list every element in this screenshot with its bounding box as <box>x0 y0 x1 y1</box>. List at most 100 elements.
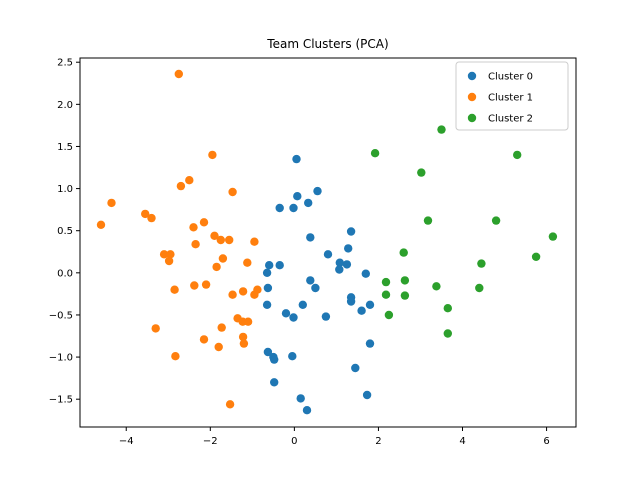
point-cluster-1-33 <box>217 323 226 332</box>
point-cluster-0-11 <box>342 260 352 269</box>
point-cluster-1-24 <box>170 285 179 294</box>
point-cluster-1-3 <box>176 181 186 191</box>
point-cluster-1-8 <box>199 218 209 227</box>
x-tick-label: −2 <box>203 436 218 447</box>
point-cluster-2-3 <box>417 168 426 177</box>
point-cluster-2-8 <box>531 252 541 261</box>
legend-label-1: Cluster 1 <box>488 93 533 104</box>
x-tick-label: −4 <box>119 436 134 447</box>
y-tick-label: 2.0 <box>57 100 73 111</box>
chart-title: Team Clusters (PCA) <box>266 37 388 51</box>
point-cluster-0-4 <box>275 203 284 213</box>
point-cluster-0-13 <box>275 261 284 270</box>
point-cluster-1-2 <box>185 176 194 185</box>
point-cluster-0-10 <box>335 258 344 267</box>
point-cluster-1-6 <box>141 209 150 219</box>
point-cluster-2-11 <box>400 276 410 285</box>
x-tick-label: 6 <box>543 436 549 447</box>
point-cluster-2-14 <box>381 290 391 299</box>
x-tick-label: 2 <box>375 436 381 447</box>
plot-frame <box>79 57 577 428</box>
point-cluster-0-32 <box>288 352 297 361</box>
point-cluster-2-4 <box>423 216 433 225</box>
point-cluster-2-7 <box>399 248 408 257</box>
point-cluster-1-26 <box>238 287 248 296</box>
point-cluster-0-37 <box>296 394 305 403</box>
x-tick-label: 4 <box>459 436 465 447</box>
point-cluster-1-11 <box>210 231 219 240</box>
point-cluster-1-9 <box>96 220 106 229</box>
point-cluster-1-5 <box>107 198 116 208</box>
point-cluster-0-15 <box>262 268 272 277</box>
point-cluster-0-12 <box>265 261 274 270</box>
point-cluster-2-12 <box>432 282 441 291</box>
point-cluster-1-27 <box>250 290 259 299</box>
point-cluster-1-39 <box>225 400 235 409</box>
point-cluster-0-23 <box>298 300 307 309</box>
point-cluster-1-37 <box>214 342 223 352</box>
point-cluster-0-24 <box>365 300 375 309</box>
point-cluster-0-19 <box>311 283 320 293</box>
point-cluster-0-18 <box>263 283 273 293</box>
point-cluster-1-22 <box>190 281 199 290</box>
point-cluster-1-1 <box>208 150 217 160</box>
point-cluster-2-18 <box>443 329 452 338</box>
legend-marker-0 <box>467 71 477 81</box>
point-cluster-1-16 <box>159 250 169 259</box>
point-cluster-0-9 <box>323 250 333 259</box>
point-cluster-0-0 <box>292 154 301 164</box>
y-tick-label: −0.5 <box>49 310 73 321</box>
point-cluster-0-38 <box>302 406 312 415</box>
point-cluster-1-13 <box>225 235 234 245</box>
point-cluster-1-15 <box>191 240 200 249</box>
point-cluster-1-38 <box>171 352 180 361</box>
legend-marker-1 <box>467 92 477 102</box>
point-cluster-1-32 <box>151 324 160 333</box>
point-cluster-0-8 <box>344 244 353 253</box>
point-cluster-0-21 <box>346 297 356 306</box>
point-cluster-0-1 <box>313 186 322 196</box>
point-cluster-1-28 <box>228 290 237 299</box>
point-cluster-0-22 <box>262 300 272 309</box>
point-cluster-2-13 <box>475 283 484 293</box>
point-cluster-1-14 <box>250 237 259 246</box>
point-cluster-0-29 <box>365 339 375 348</box>
point-cluster-0-34 <box>351 363 360 373</box>
point-cluster-0-26 <box>281 309 291 318</box>
point-cluster-0-35 <box>270 378 279 387</box>
point-cluster-2-1 <box>370 149 380 158</box>
y-tick-label: 1.5 <box>57 142 73 153</box>
point-cluster-1-21 <box>212 262 221 272</box>
point-cluster-1-10 <box>189 223 198 232</box>
legend: Cluster 0 Cluster 1 Cluster 2 <box>455 61 569 131</box>
point-cluster-1-20 <box>243 258 252 267</box>
y-tick-label: −1.5 <box>49 395 73 406</box>
point-cluster-1-7 <box>147 213 156 223</box>
legend-label-2: Cluster 2 <box>488 114 533 125</box>
legend-label-0: Cluster 0 <box>488 72 533 83</box>
y-tick-label: 2.5 <box>57 58 73 69</box>
point-cluster-0-33 <box>270 355 279 364</box>
point-cluster-0-2 <box>293 192 302 201</box>
x-axis-ticks: −4 −2 0 2 4 6 <box>119 427 550 447</box>
point-cluster-1-19 <box>218 254 228 263</box>
plot-points <box>96 69 558 415</box>
legend-marker-2 <box>467 113 477 123</box>
point-cluster-2-9 <box>477 259 486 268</box>
point-cluster-1-34 <box>238 332 248 342</box>
point-cluster-0-3 <box>304 198 313 208</box>
point-cluster-0-25 <box>357 306 366 315</box>
point-cluster-2-15 <box>400 291 410 300</box>
point-cluster-1-31 <box>243 317 253 326</box>
y-axis-ticks: −1.5 −1.0 −0.5 0.0 0.5 1.0 1.5 2.0 2.5 <box>49 58 80 406</box>
point-cluster-0-5 <box>289 203 298 213</box>
point-cluster-0-16 <box>361 269 370 278</box>
point-cluster-0-14 <box>335 265 344 274</box>
point-cluster-0-30 <box>263 347 273 357</box>
point-cluster-2-6 <box>548 232 558 241</box>
point-cluster-2-5 <box>491 216 501 225</box>
point-cluster-1-0 <box>174 69 183 79</box>
x-tick-label: 0 <box>291 436 297 447</box>
y-tick-label: 0.0 <box>57 268 73 279</box>
